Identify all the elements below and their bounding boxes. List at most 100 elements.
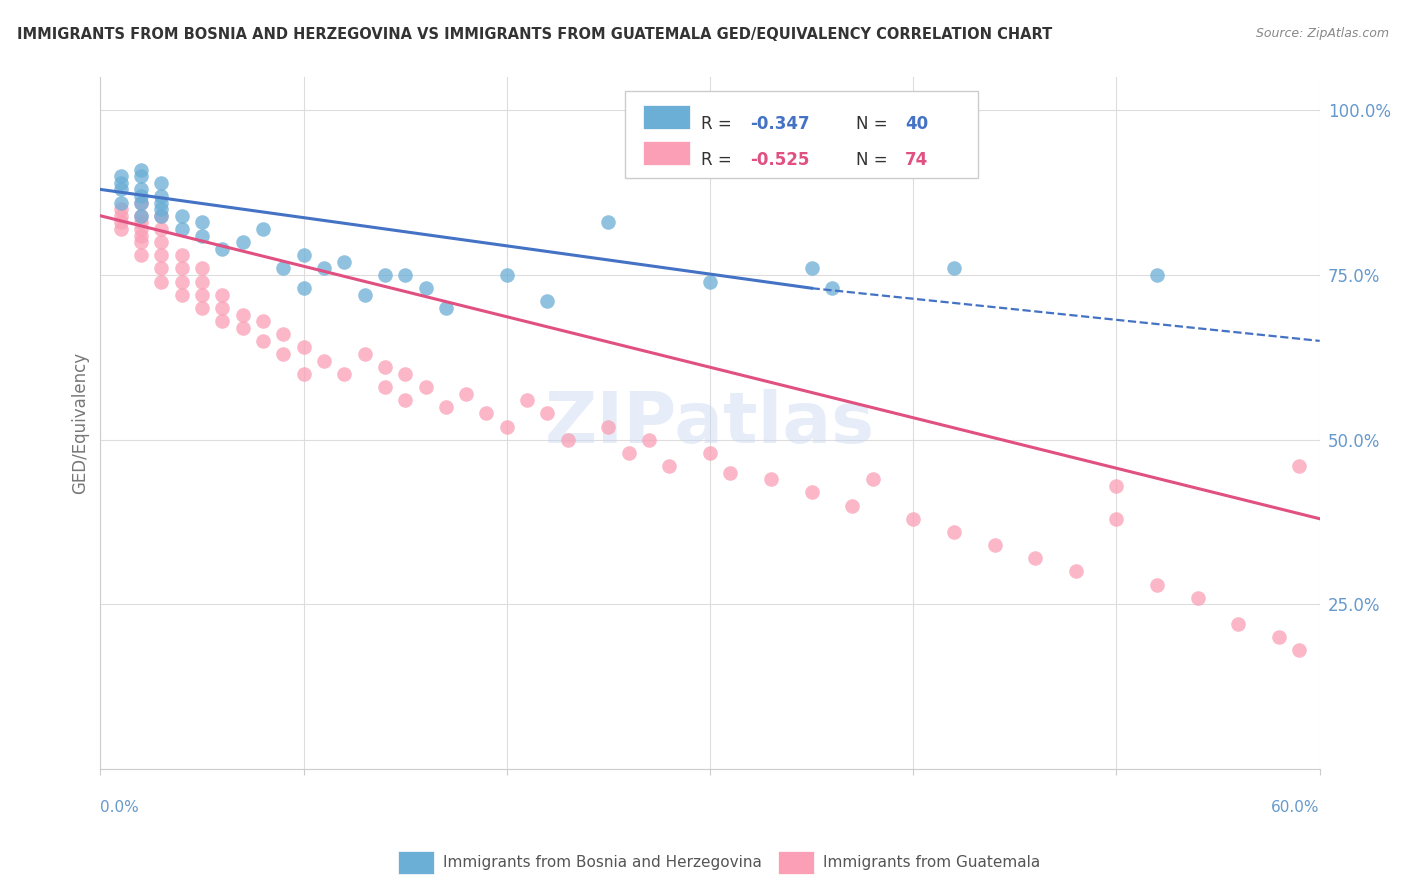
Point (232, 320, 254, 334)
Point (150, 248, 173, 262)
Point (129, 182, 152, 196)
Point (1288, 643, 1310, 657)
Text: 0.0%: 0.0% (100, 799, 139, 814)
Point (191, 287, 214, 301)
Point (129, 162, 152, 177)
Point (434, 301, 457, 315)
Point (170, 209, 193, 223)
Point (129, 248, 152, 262)
Point (271, 261, 294, 276)
Point (150, 176, 173, 190)
Point (129, 209, 152, 223)
Point (394, 367, 416, 381)
Text: R =: R = (702, 152, 738, 169)
Text: 60.0%: 60.0% (1271, 799, 1320, 814)
FancyBboxPatch shape (643, 105, 690, 128)
Point (110, 195, 132, 210)
Point (170, 287, 193, 301)
Point (475, 406, 498, 420)
Text: N =: N = (856, 115, 893, 134)
Point (718, 466, 741, 480)
Point (903, 512, 925, 526)
Point (312, 353, 335, 368)
FancyBboxPatch shape (624, 91, 979, 178)
Point (374, 380, 396, 394)
Point (983, 538, 1005, 552)
Point (415, 281, 437, 295)
Point (374, 268, 396, 282)
Point (292, 341, 315, 355)
Point (150, 202, 173, 216)
Point (312, 261, 335, 276)
Point (191, 275, 214, 289)
Point (150, 275, 173, 289)
Point (191, 261, 214, 276)
Point (150, 235, 173, 249)
FancyBboxPatch shape (643, 141, 690, 165)
Text: -0.525: -0.525 (751, 152, 810, 169)
Text: Immigrants from Guatemala: Immigrants from Guatemala (823, 855, 1040, 870)
Point (333, 255, 356, 269)
Point (129, 169, 152, 184)
Point (536, 294, 558, 309)
Point (699, 446, 721, 460)
Point (129, 235, 152, 249)
Point (150, 261, 173, 276)
Point (841, 499, 863, 513)
Point (129, 209, 152, 223)
Point (394, 268, 416, 282)
Point (252, 334, 274, 348)
Point (271, 327, 294, 342)
Point (434, 400, 457, 414)
Point (1105, 479, 1128, 493)
Point (415, 380, 437, 394)
Y-axis label: GED/Equivalency: GED/Equivalency (72, 352, 89, 494)
Point (191, 228, 214, 243)
Point (129, 228, 152, 243)
Point (110, 209, 132, 223)
Point (394, 393, 416, 408)
Point (150, 222, 173, 236)
Point (110, 222, 132, 236)
Point (333, 367, 356, 381)
Point (110, 169, 132, 184)
Point (129, 222, 152, 236)
Point (759, 472, 782, 486)
Point (516, 393, 538, 408)
Point (191, 215, 214, 229)
Text: Source: ZipAtlas.com: Source: ZipAtlas.com (1256, 27, 1389, 40)
Point (557, 433, 579, 447)
Point (1268, 630, 1291, 644)
Point (598, 419, 620, 434)
Point (150, 189, 173, 203)
Point (1146, 268, 1168, 282)
Text: Immigrants from Bosnia and Herzegovina: Immigrants from Bosnia and Herzegovina (443, 855, 762, 870)
Point (800, 261, 823, 276)
Point (1064, 565, 1087, 579)
Text: IMMIGRANTS FROM BOSNIA AND HERZEGOVINA VS IMMIGRANTS FROM GUATEMALA GED/EQUIVALE: IMMIGRANTS FROM BOSNIA AND HERZEGOVINA V… (17, 27, 1052, 42)
Point (150, 209, 173, 223)
Point (170, 222, 193, 236)
Point (211, 242, 233, 256)
Point (211, 314, 233, 328)
Point (292, 281, 315, 295)
Text: 74: 74 (905, 152, 928, 169)
Point (292, 367, 315, 381)
Point (252, 314, 274, 328)
Point (353, 347, 375, 361)
Point (821, 281, 844, 295)
Point (170, 275, 193, 289)
Point (942, 524, 965, 539)
Point (495, 268, 517, 282)
Point (658, 458, 681, 473)
Point (191, 301, 214, 315)
Point (800, 485, 823, 500)
Point (170, 261, 193, 276)
Point (862, 472, 884, 486)
Point (353, 287, 375, 301)
Text: N =: N = (856, 152, 893, 169)
Point (150, 209, 173, 223)
Point (374, 360, 396, 375)
Point (536, 406, 558, 420)
Point (129, 195, 152, 210)
